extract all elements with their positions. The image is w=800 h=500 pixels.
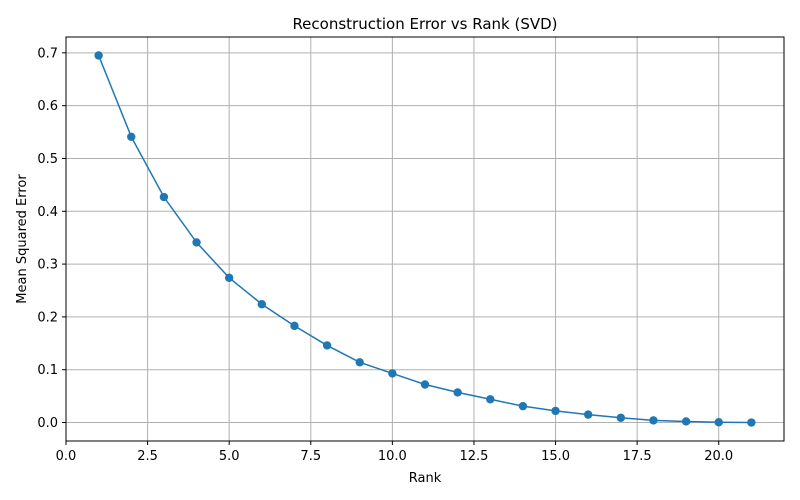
data-point <box>551 406 560 416</box>
data-point <box>420 380 430 389</box>
data-point <box>192 238 201 247</box>
y-tick-label: 0.3 <box>37 258 58 273</box>
data-point <box>486 395 495 404</box>
data-point <box>322 341 332 350</box>
data-point <box>714 418 723 427</box>
data-point <box>518 401 528 411</box>
x-tick-label: 17.5 <box>623 449 652 464</box>
data-point <box>388 369 397 378</box>
x-tick-label: 2.5 <box>137 449 158 464</box>
data-point <box>583 410 593 419</box>
data-point <box>453 388 462 397</box>
grid-layer <box>65 37 784 441</box>
y-tick-label: 0.5 <box>37 152 58 167</box>
data-point <box>224 273 234 283</box>
data-point <box>649 416 658 425</box>
plot-frame <box>65 36 785 442</box>
data-point <box>159 192 169 202</box>
x-tick-label: 7.5 <box>300 449 321 464</box>
data-point <box>257 300 267 309</box>
x-tick-label: 12.5 <box>459 449 488 464</box>
data-point <box>290 321 299 331</box>
x-tick-label: 20.0 <box>704 449 733 464</box>
y-tick-label: 0.2 <box>37 310 58 325</box>
x-axis-label: Rank <box>409 471 442 486</box>
x-tick-label: 15.0 <box>541 449 570 464</box>
data-point <box>355 358 364 367</box>
data-point <box>94 51 103 60</box>
ticks-layer: 0.0 2.5 5.0 7.5 10.0 12.5 15.0 17.5 20.0 0.0 0.1 0.… <box>37 46 733 464</box>
data-point <box>127 132 136 142</box>
data-point <box>616 413 626 422</box>
y-axis-label: Mean Squared Error <box>15 174 30 304</box>
chart-title: Reconstruction Error vs Rank (SVD) <box>292 15 557 33</box>
x-tick-label: 10.0 <box>378 449 407 464</box>
x-tick-label: 0.0 <box>56 449 77 464</box>
y-tick-label: 0.6 <box>37 99 58 114</box>
y-tick-label: 0.4 <box>37 205 58 220</box>
data-point <box>681 417 691 426</box>
data-point <box>747 418 756 427</box>
y-tick-label: 0.1 <box>37 363 58 378</box>
y-tick-label: 0.7 <box>37 46 58 61</box>
series-layer <box>94 51 756 427</box>
y-tick-label: 0.0 <box>37 416 58 431</box>
x-tick-label: 5.0 <box>219 449 240 464</box>
